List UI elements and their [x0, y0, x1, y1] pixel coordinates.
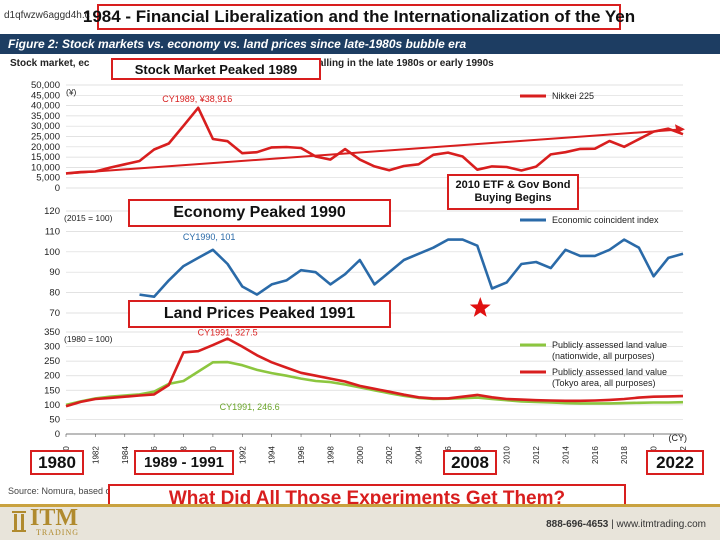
annotation-coincident-peak: CY1990, 101	[183, 232, 236, 242]
footer-bar	[0, 504, 720, 540]
x-tick-label: 2002	[385, 446, 394, 464]
x-tick-label: 2018	[620, 446, 629, 464]
y-tick-label: 5,000	[36, 173, 60, 184]
contact-info: 888-696-4653 | www.itmtrading.com	[546, 519, 706, 530]
trend-arrowhead	[675, 124, 685, 134]
legend-land-nationwide-text: (nationwide, all purposes)	[552, 351, 655, 361]
annotation-tokyo-peak: CY1991, 327.5	[198, 328, 258, 338]
annotation-nationwide-peak: CY1991, 246.6	[220, 402, 280, 412]
y-tick-label: 50,000	[31, 80, 60, 91]
x-tick-label: 2012	[532, 446, 541, 464]
callout-year-2008: 2008	[443, 450, 497, 475]
y-tick-label: 110	[45, 226, 60, 237]
website-link[interactable]: www.itmtrading.com	[616, 519, 706, 530]
x-tick-label: 2004	[415, 446, 424, 464]
chart-area: 05,00010,00015,00020,00025,00030,00035,0…	[31, 80, 688, 464]
x-tick-label: 2000	[356, 446, 365, 464]
legend-coincident-text: Economic coincident index	[552, 215, 659, 225]
subtitle-left: Stock market, ec	[10, 58, 90, 69]
legend-land-tokyo-text: (Tokyo area, all purposes)	[552, 378, 656, 388]
x-tick-label: 1992	[238, 446, 247, 464]
y-tick-label: 80	[49, 288, 60, 299]
x-tick-label: 2010	[503, 446, 512, 464]
y-tick-label: 10,000	[31, 162, 60, 173]
x-tick-label: 1984	[121, 446, 130, 464]
y-tick-label: 100	[44, 247, 60, 258]
subtitle-right: ian falling in the late 1980s or early 1…	[297, 58, 494, 69]
itm-emblem-icon	[12, 511, 26, 532]
footer-accent-line	[0, 504, 720, 507]
y-tick-label: 200	[44, 371, 60, 382]
legend-nikkei-text: Nikkei 225	[552, 91, 594, 101]
y-tick-label: 50	[49, 414, 60, 425]
callout-stock-peak: Stock Market Peaked 1989	[111, 58, 321, 80]
y-axis-label: (¥)	[66, 87, 77, 97]
y-tick-label: 300	[44, 342, 60, 353]
y-tick-label: 30,000	[31, 121, 60, 132]
x-tick-label: 2016	[591, 446, 600, 464]
source-id-text: d1qfwzw6aggd4h.c	[4, 10, 90, 21]
callout-economy-peak: Economy Peaked 1990	[128, 199, 391, 227]
y-tick-label: 0	[55, 429, 60, 440]
star-icon	[469, 297, 491, 317]
y-tick-label: 35,000	[31, 111, 60, 122]
x-axis-label: (CY)	[669, 433, 688, 443]
y-axis-label: (1980 = 100)	[64, 334, 113, 344]
itm-logo-text: ITM	[30, 505, 78, 531]
x-tick-label: 1982	[91, 446, 100, 464]
x-tick-label: 1994	[268, 446, 277, 464]
figure-title: Figure 2: Stock markets vs. economy vs. …	[0, 34, 720, 54]
y-tick-label: 350	[44, 327, 60, 338]
phone-number: 888-696-4653	[546, 519, 609, 530]
y-tick-label: 15,000	[31, 152, 60, 163]
y-tick-label: 90	[49, 267, 60, 278]
annotation-nikkei-peak: CY1989, ¥38,916	[162, 94, 232, 104]
callout-land-peak: Land Prices Peaked 1991	[128, 300, 391, 328]
y-tick-label: 100	[44, 400, 60, 411]
itm-logo-subtext: TRADING	[36, 528, 79, 537]
figure-subtitle: Stock market, ec ian falling in the late …	[10, 58, 494, 69]
legend-land-nationwide-text: Publicly assessed land value	[552, 340, 667, 350]
y-axis-label: (2015 = 100)	[64, 213, 113, 223]
callout-year-2022: 2022	[646, 450, 704, 475]
x-tick-label: 1996	[297, 446, 306, 464]
callout-etf: 2010 ETF & Gov Bond Buying Begins	[447, 174, 579, 210]
x-tick-label: 1998	[326, 446, 335, 464]
y-tick-label: 40,000	[31, 101, 60, 112]
series-line	[139, 238, 684, 299]
y-tick-label: 25,000	[31, 132, 60, 143]
y-tick-label: 0	[55, 183, 60, 194]
legend-land-tokyo-text: Publicly assessed land value	[552, 367, 667, 377]
callout-year-1980: 1980	[30, 450, 84, 475]
y-tick-label: 250	[44, 356, 60, 367]
y-tick-label: 120	[44, 206, 60, 217]
y-tick-label: 20,000	[31, 142, 60, 153]
series-line	[65, 106, 684, 175]
y-tick-label: 150	[44, 385, 60, 396]
series-line	[65, 337, 684, 408]
slide-title: 1984 - Financial Liberalization and the …	[83, 4, 635, 30]
y-tick-label: 70	[49, 308, 60, 319]
x-tick-label: 2014	[561, 446, 570, 464]
source-note: Source: Nomura, based on	[8, 486, 116, 496]
callout-years-1989-1991: 1989 - 1991	[134, 450, 234, 475]
y-tick-label: 45,000	[31, 90, 60, 101]
trend-line	[65, 128, 684, 175]
